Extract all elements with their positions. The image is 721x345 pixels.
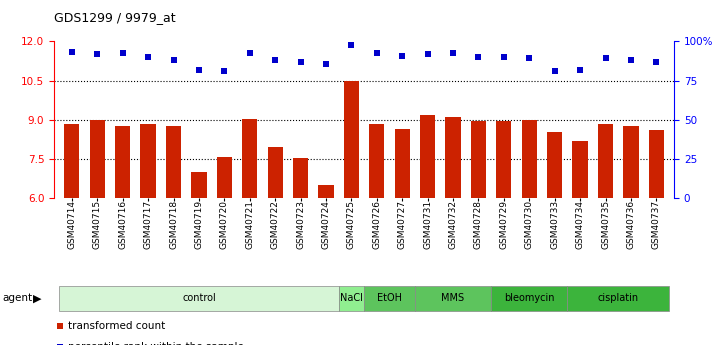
Text: GSM40729: GSM40729 [500,200,508,249]
Bar [624,126,639,345]
Text: GSM40737: GSM40737 [652,200,661,249]
Text: percentile rank within the sample: percentile rank within the sample [68,342,244,345]
Bar [420,115,435,345]
Text: NaCl: NaCl [340,293,363,303]
Bar [369,124,384,345]
Text: GSM40733: GSM40733 [550,200,559,249]
Text: GSM40727: GSM40727 [398,200,407,249]
Bar [364,286,415,311]
Text: GSM40714: GSM40714 [67,200,76,249]
Bar [522,120,537,345]
Text: GSM40731: GSM40731 [423,200,432,249]
Text: GSM40720: GSM40720 [220,200,229,249]
Bar [471,121,486,345]
Bar [598,124,613,345]
Text: control: control [182,293,216,303]
Text: GSM40724: GSM40724 [322,200,330,249]
Text: GSM40735: GSM40735 [601,200,610,249]
Bar [191,172,206,345]
Bar [415,286,491,311]
Bar [394,129,410,345]
Text: GSM40721: GSM40721 [245,200,255,249]
Bar [496,121,511,345]
Text: GSM40718: GSM40718 [169,200,178,249]
Text: GSM40719: GSM40719 [195,200,203,249]
Bar [491,286,567,311]
Text: GSM40716: GSM40716 [118,200,127,249]
Text: GSM40722: GSM40722 [270,200,280,249]
Text: GSM40736: GSM40736 [627,200,635,249]
Text: GSM40723: GSM40723 [296,200,305,249]
Text: GDS1299 / 9979_at: GDS1299 / 9979_at [54,11,176,24]
Bar [115,126,131,345]
Text: agent: agent [2,294,32,303]
Text: ▶: ▶ [32,294,41,303]
Text: MMS: MMS [441,293,464,303]
Bar [242,119,257,345]
Bar [59,286,339,311]
Text: GSM40732: GSM40732 [448,200,458,249]
Text: GSM40726: GSM40726 [372,200,381,249]
Bar [217,157,232,345]
Bar [446,117,461,345]
Bar [64,124,79,345]
Text: GSM40715: GSM40715 [93,200,102,249]
Bar [293,158,308,345]
Bar [649,130,664,345]
Text: transformed count: transformed count [68,321,165,331]
Text: GSM40725: GSM40725 [347,200,356,249]
Bar [344,81,359,345]
Text: cisplatin: cisplatin [598,293,639,303]
Bar [267,147,283,345]
Text: EtOH: EtOH [377,293,402,303]
Text: GSM40734: GSM40734 [575,200,585,249]
Bar [572,141,588,345]
Bar [547,132,562,345]
Text: GSM40730: GSM40730 [525,200,534,249]
Bar [89,120,105,345]
Bar [141,124,156,345]
Text: bleomycin: bleomycin [504,293,554,303]
Bar [339,286,364,311]
Text: GSM40728: GSM40728 [474,200,483,249]
Bar [166,126,181,345]
Text: GSM40717: GSM40717 [143,200,153,249]
Bar [319,185,334,345]
Bar [567,286,669,311]
